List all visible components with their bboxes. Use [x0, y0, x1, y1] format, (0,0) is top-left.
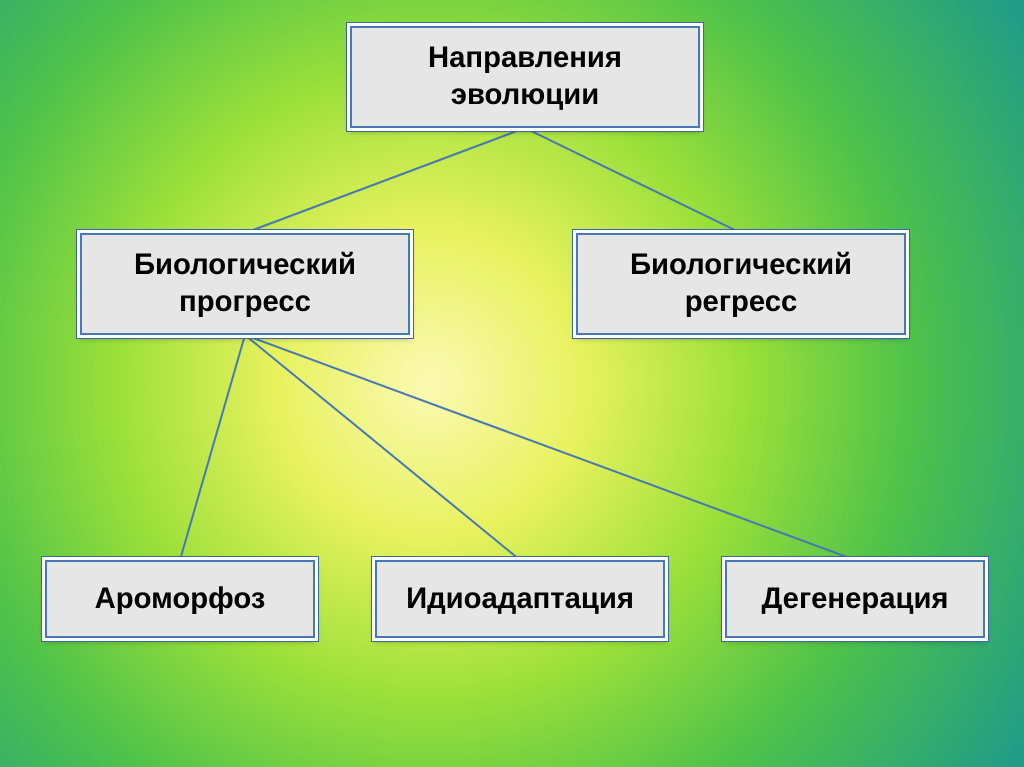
node-regress-label: Биологический регресс: [630, 247, 852, 320]
node-root-label: Направления эволюции: [428, 40, 622, 113]
edge-progress-idio: [245, 335, 520, 560]
edge-progress-aromorph: [180, 335, 245, 560]
edge-root-progress: [245, 128, 525, 233]
node-degen-label: Дегенерация: [761, 581, 948, 618]
node-root: Направления эволюции: [350, 26, 700, 128]
node-degen: Дегенерация: [725, 560, 985, 638]
node-progress-label: Биологический прогресс: [134, 247, 356, 320]
node-aromorph: Ароморфоз: [45, 560, 315, 638]
node-progress: Биологический прогресс: [80, 233, 410, 335]
edge-progress-degen: [245, 335, 855, 560]
node-regress: Биологический регресс: [576, 233, 906, 335]
node-idio: Идиоадаптация: [375, 560, 665, 638]
node-aromorph-label: Ароморфоз: [95, 581, 266, 618]
edge-root-regress: [525, 128, 741, 233]
node-idio-label: Идиоадаптация: [406, 581, 634, 618]
